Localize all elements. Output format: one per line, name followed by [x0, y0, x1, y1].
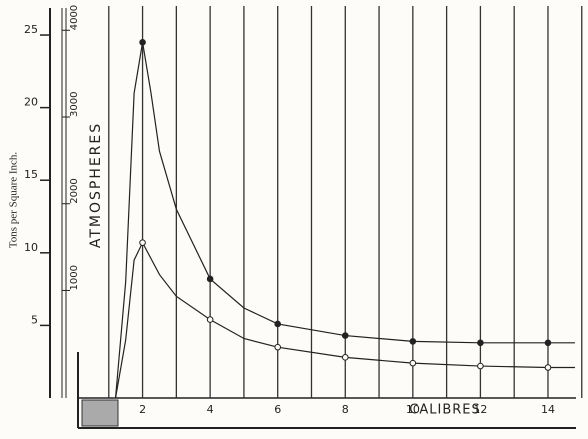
- x-axis-label: CALIBRES: [409, 403, 480, 418]
- point: [207, 317, 213, 323]
- point: [140, 240, 146, 246]
- chart: Tons per Square Inch. ATMOSPHERES CALIBR…: [0, 0, 588, 439]
- y2-axis-label: ATMOSPHERES: [88, 122, 104, 248]
- point: [207, 276, 213, 282]
- point: [478, 363, 484, 369]
- x-tick-label: 14: [541, 403, 555, 416]
- x-tick-label: 10: [406, 403, 420, 416]
- y-tick-label: 5: [31, 313, 38, 326]
- y2-tick-label: 1000: [69, 265, 80, 290]
- x-tick-label: 6: [274, 403, 281, 416]
- x-tick-label: 4: [207, 403, 214, 416]
- x-tick-label: 8: [342, 403, 349, 416]
- y2-tick-label: 4000: [69, 5, 80, 30]
- point: [342, 355, 348, 361]
- point: [410, 360, 416, 366]
- point: [545, 340, 551, 346]
- point: [410, 339, 416, 345]
- point: [545, 365, 551, 371]
- point: [275, 321, 281, 327]
- point: [478, 340, 484, 346]
- y-tick-label: 20: [24, 96, 38, 109]
- y2-tick-label: 3000: [69, 92, 80, 117]
- point: [275, 344, 281, 350]
- y-tick-label: 25: [24, 23, 38, 36]
- y-tick-label: 10: [24, 241, 38, 254]
- x-tick-label: 2: [139, 403, 146, 416]
- x-tick-label: 12: [473, 403, 487, 416]
- y2-tick-label: 2000: [69, 178, 80, 203]
- point: [342, 333, 348, 339]
- point: [140, 39, 146, 45]
- y-tick-label: 15: [24, 168, 38, 181]
- y-axis-label: Tons per Square Inch.: [8, 152, 20, 249]
